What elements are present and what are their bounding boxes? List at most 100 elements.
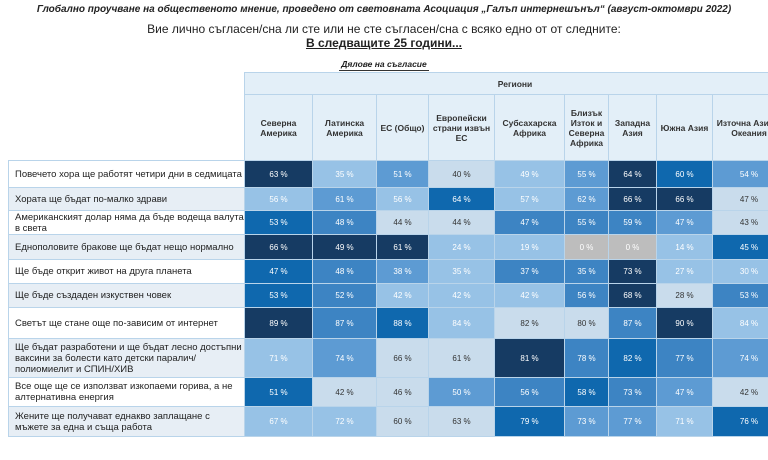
column-header: Субсахарска Африка [494, 94, 565, 161]
value-cell: 50 % [428, 377, 495, 407]
value-cell: 71 % [244, 338, 313, 378]
value-cell: 35 % [564, 259, 609, 284]
corner-cell-lower [8, 94, 245, 161]
value-cell: 87 % [312, 307, 377, 339]
value-cell: 52 % [312, 283, 377, 308]
value-cell: 61 % [428, 338, 495, 378]
column-header: Латинска Америка [312, 94, 377, 161]
value-cell: 51 % [376, 160, 429, 188]
table-row: Хората ще бъдат по-малко здрави 56 % 61 % 5… [8, 187, 768, 211]
value-cell: 57 % [494, 187, 565, 211]
value-cell: 42 % [494, 283, 565, 308]
value-cell: 76 % [711, 406, 768, 437]
value-cell: 49 % [312, 234, 377, 260]
value-cell: 82 % [494, 307, 565, 339]
value-cell: 90 % [656, 307, 713, 339]
value-cell: 59 % [608, 210, 657, 235]
value-cell: 38 % [376, 259, 429, 284]
value-cell: 73 % [564, 406, 609, 437]
table-subtitle: Дялове на съгласие [0, 59, 768, 71]
row-label: Жените ще получават еднакво заплащане с … [8, 406, 245, 437]
value-cell: 42 % [376, 283, 429, 308]
value-cell: 14 % [656, 234, 713, 260]
value-cell: 66 % [608, 187, 657, 211]
value-cell: 60 % [656, 160, 713, 188]
value-cell: 53 % [244, 283, 313, 308]
value-cell: 62 % [564, 187, 609, 211]
value-cell: 84 % [711, 307, 768, 339]
value-cell: 35 % [312, 160, 377, 188]
value-cell: 60 % [376, 406, 429, 437]
value-cell: 79 % [494, 406, 565, 437]
value-cell: 64 % [428, 187, 495, 211]
column-header: Близък Изток и Северна Африка [564, 94, 609, 161]
row-label: Американският долар няма да бъде водеща … [8, 210, 245, 235]
value-cell: 73 % [608, 377, 657, 407]
table-row: Светът ще стане още по-зависим от интерн… [8, 307, 768, 339]
value-cell: 30 % [711, 259, 768, 284]
value-cell: 61 % [376, 234, 429, 260]
row-label: Ще бъде създаден изкуствен човек [8, 283, 245, 308]
value-cell: 82 % [608, 338, 657, 378]
row-label: Хората ще бъдат по-малко здрави [8, 187, 245, 211]
value-cell: 53 % [244, 210, 313, 235]
corner-cell [8, 72, 245, 95]
value-cell: 67 % [244, 406, 313, 437]
table-row: Американският долар няма да бъде водеща … [8, 210, 768, 235]
value-cell: 78 % [564, 338, 609, 378]
survey-question: Вие лично съгласен/сна ли сте или не сте… [147, 22, 621, 36]
table-row: Ще бъдат разработени и ще бъдат лесно до… [8, 338, 768, 378]
value-cell: 46 % [376, 377, 429, 407]
value-cell: 56 % [564, 283, 609, 308]
value-cell: 47 % [656, 377, 713, 407]
value-cell: 87 % [608, 307, 657, 339]
value-cell: 66 % [376, 338, 429, 378]
value-cell: 35 % [428, 259, 495, 284]
row-label: Светът ще стане още по-зависим от интерн… [8, 307, 245, 339]
value-cell: 0 % [608, 234, 657, 260]
value-cell: 74 % [312, 338, 377, 378]
row-label: Ще бъде открит живот на друга планета [8, 259, 245, 284]
table-row: Еднополовите бракове ще бъдат нещо норма… [8, 234, 768, 260]
column-header: Европейски страни извън ЕС [428, 94, 495, 161]
value-cell: 48 % [312, 210, 377, 235]
value-cell: 64 % [608, 160, 657, 188]
value-cell: 71 % [656, 406, 713, 437]
column-header: Северна Америка [244, 94, 313, 161]
value-cell: 47 % [656, 210, 713, 235]
value-cell: 40 % [428, 160, 495, 188]
value-cell: 61 % [312, 187, 377, 211]
row-label: Повечето хора ще работят четири дни в се… [8, 160, 245, 188]
value-cell: 47 % [711, 187, 768, 211]
time-horizon: В следващите 25 години... [305, 36, 463, 50]
report-title: Глобално проучване на общественото мнени… [36, 4, 732, 15]
row-label: Все още ще се използват изкопаеми горива… [8, 377, 245, 407]
value-cell: 58 % [564, 377, 609, 407]
column-header: Източна Азия и Океания [711, 94, 768, 161]
value-cell: 24 % [428, 234, 495, 260]
table-row: Все още ще се използват изкопаеми горива… [8, 377, 768, 407]
table-subtitle-text: Дялове на съгласие [339, 59, 429, 71]
value-cell: 56 % [494, 377, 565, 407]
value-cell: 72 % [312, 406, 377, 437]
value-cell: 81 % [494, 338, 565, 378]
table-row: Ще бъде открит живот на друга планета 47 … [8, 259, 768, 284]
value-cell: 42 % [711, 377, 768, 407]
value-cell: 56 % [376, 187, 429, 211]
regions-header: Региони [243, 72, 768, 95]
column-header: Западна Азия [608, 94, 657, 161]
value-cell: 63 % [428, 406, 495, 437]
value-cell: 56 % [244, 187, 313, 211]
table-row: Жените ще получават еднакво заплащане с … [8, 406, 768, 437]
table-row: Ще бъде създаден изкуствен човек 53 % 52 %… [8, 283, 768, 308]
value-cell: 68 % [608, 283, 657, 308]
agreement-table: Региони Северна Америка Латинска Америка Е… [8, 72, 768, 437]
value-cell: 0 % [564, 234, 609, 260]
column-header: ЕС (Общо) [376, 94, 429, 161]
value-cell: 63 % [244, 160, 313, 188]
value-cell: 88 % [376, 307, 429, 339]
value-cell: 55 % [564, 210, 609, 235]
value-cell: 51 % [244, 377, 313, 407]
column-header: Южна Азия [656, 94, 713, 161]
value-cell: 44 % [428, 210, 495, 235]
